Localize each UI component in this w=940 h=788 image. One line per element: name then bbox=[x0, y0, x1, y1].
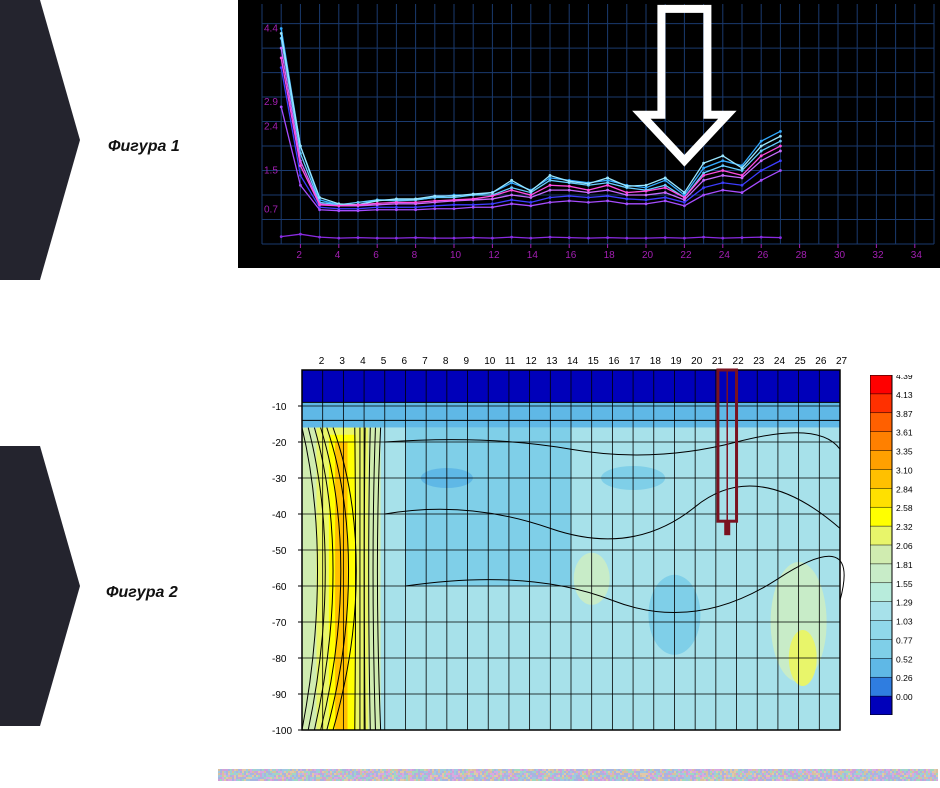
svg-text:14: 14 bbox=[567, 356, 579, 367]
svg-text:20: 20 bbox=[642, 250, 654, 261]
svg-text:19: 19 bbox=[670, 356, 682, 367]
svg-text:2.9: 2.9 bbox=[264, 97, 278, 108]
figure1-chart: 0.71.52.42.94.42468101214161820222426283… bbox=[238, 0, 940, 268]
svg-text:14: 14 bbox=[527, 250, 539, 261]
left-pointer-2 bbox=[0, 446, 80, 726]
svg-text:2: 2 bbox=[319, 356, 325, 367]
svg-text:12: 12 bbox=[526, 356, 538, 367]
svg-text:-20: -20 bbox=[272, 438, 287, 449]
svg-text:2.4: 2.4 bbox=[264, 121, 278, 132]
svg-text:22: 22 bbox=[733, 356, 745, 367]
svg-text:2.32: 2.32 bbox=[896, 522, 913, 532]
svg-text:26: 26 bbox=[757, 250, 769, 261]
svg-text:16: 16 bbox=[608, 356, 620, 367]
svg-text:0.77: 0.77 bbox=[896, 635, 913, 645]
svg-text:17: 17 bbox=[629, 356, 641, 367]
svg-text:0.26: 0.26 bbox=[896, 673, 913, 683]
svg-text:22: 22 bbox=[680, 250, 692, 261]
svg-text:0.00: 0.00 bbox=[896, 692, 913, 702]
svg-text:11: 11 bbox=[505, 356, 516, 367]
svg-text:-50: -50 bbox=[272, 546, 287, 557]
svg-text:2.06: 2.06 bbox=[896, 541, 913, 551]
svg-text:1.81: 1.81 bbox=[896, 560, 913, 570]
svg-text:-90: -90 bbox=[272, 690, 287, 701]
svg-text:18: 18 bbox=[604, 250, 616, 261]
svg-text:18: 18 bbox=[650, 356, 662, 367]
svg-text:3.87: 3.87 bbox=[896, 409, 913, 419]
svg-text:8: 8 bbox=[443, 356, 449, 367]
svg-text:25: 25 bbox=[795, 356, 807, 367]
figure2-label: Фигура 2 bbox=[106, 584, 178, 602]
svg-text:24: 24 bbox=[774, 356, 786, 367]
svg-text:2.84: 2.84 bbox=[896, 484, 913, 494]
svg-text:28: 28 bbox=[796, 250, 808, 261]
svg-text:4.4: 4.4 bbox=[264, 23, 278, 34]
svg-text:4: 4 bbox=[360, 356, 366, 367]
svg-text:-60: -60 bbox=[272, 582, 287, 593]
svg-text:4.13: 4.13 bbox=[896, 390, 913, 400]
svg-text:3.61: 3.61 bbox=[896, 428, 913, 438]
svg-text:3.10: 3.10 bbox=[896, 465, 913, 475]
svg-text:12: 12 bbox=[488, 250, 500, 261]
bottom-noise-strip bbox=[218, 768, 938, 780]
svg-text:1.29: 1.29 bbox=[896, 598, 913, 608]
svg-text:13: 13 bbox=[546, 356, 558, 367]
svg-text:10: 10 bbox=[484, 356, 496, 367]
svg-text:1.5: 1.5 bbox=[264, 166, 278, 177]
svg-text:23: 23 bbox=[753, 356, 765, 367]
svg-text:27: 27 bbox=[836, 356, 848, 367]
svg-text:6: 6 bbox=[401, 356, 407, 367]
svg-text:-40: -40 bbox=[272, 510, 287, 521]
svg-text:0.7: 0.7 bbox=[264, 205, 278, 216]
figure2-chart: 2345678910111213141516171819202122232425… bbox=[260, 350, 850, 750]
svg-text:5: 5 bbox=[381, 356, 387, 367]
svg-text:1.03: 1.03 bbox=[896, 617, 913, 627]
figure2-colorbar: 4.39 4.13 3.87 3.61 3.35 3.10 2.84 2.58 2.32 2.06… bbox=[870, 375, 932, 715]
svg-text:30: 30 bbox=[834, 250, 846, 261]
svg-text:3.35: 3.35 bbox=[896, 447, 913, 457]
svg-text:-30: -30 bbox=[272, 474, 287, 485]
svg-text:21: 21 bbox=[712, 356, 724, 367]
svg-text:15: 15 bbox=[588, 356, 600, 367]
svg-text:-80: -80 bbox=[272, 654, 287, 665]
svg-text:2: 2 bbox=[296, 250, 302, 261]
svg-text:0.52: 0.52 bbox=[896, 654, 913, 664]
figure1-label: Фигура 1 bbox=[108, 138, 180, 156]
svg-text:9: 9 bbox=[464, 356, 470, 367]
svg-text:4: 4 bbox=[335, 250, 341, 261]
svg-text:10: 10 bbox=[450, 250, 462, 261]
svg-text:34: 34 bbox=[911, 250, 923, 261]
svg-text:20: 20 bbox=[691, 356, 703, 367]
svg-text:1.55: 1.55 bbox=[896, 579, 913, 589]
svg-text:-70: -70 bbox=[272, 618, 287, 629]
svg-text:7: 7 bbox=[422, 356, 428, 367]
svg-text:32: 32 bbox=[872, 250, 884, 261]
svg-text:24: 24 bbox=[719, 250, 731, 261]
svg-text:4.39: 4.39 bbox=[896, 375, 913, 381]
svg-text:16: 16 bbox=[565, 250, 577, 261]
svg-text:2.58: 2.58 bbox=[896, 503, 913, 513]
left-pointer-1 bbox=[0, 0, 80, 280]
svg-text:6: 6 bbox=[373, 250, 379, 261]
svg-text:-10: -10 bbox=[272, 402, 287, 413]
svg-text:3: 3 bbox=[339, 356, 345, 367]
svg-text:26: 26 bbox=[815, 356, 827, 367]
svg-text:8: 8 bbox=[412, 250, 418, 261]
svg-text:-100: -100 bbox=[272, 726, 292, 737]
